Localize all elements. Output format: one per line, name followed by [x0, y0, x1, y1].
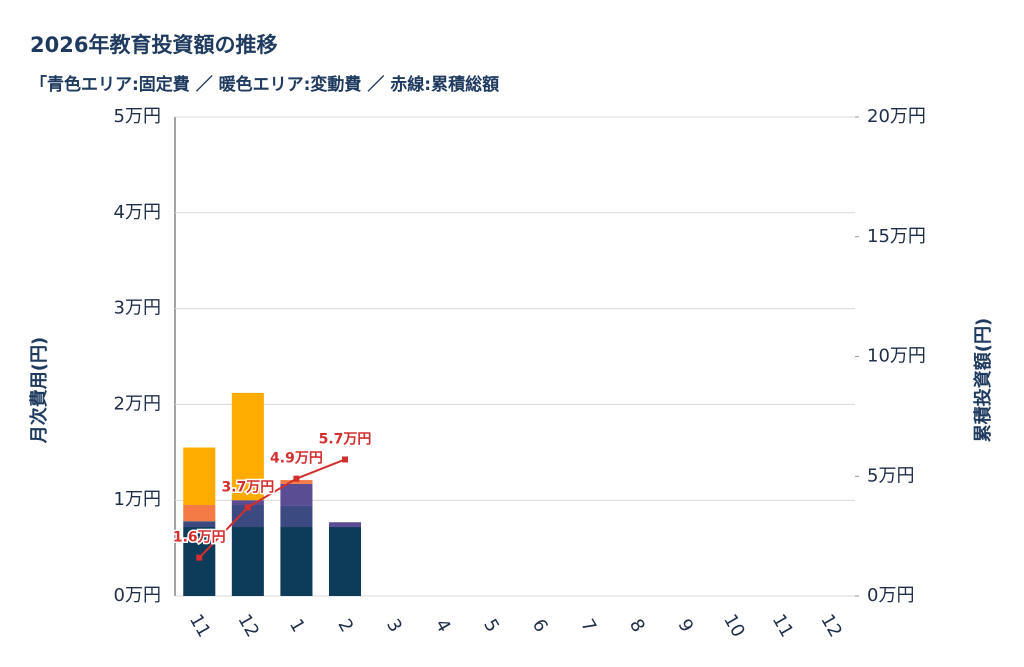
y2-tick-label: 15万円	[867, 226, 926, 247]
x-tick-label: 6	[528, 616, 552, 636]
y2-tick-label: 0万円	[867, 585, 914, 606]
x-tick-label: 4	[431, 616, 455, 636]
bar-segment	[231, 500, 264, 505]
x-tick-label: 11	[768, 611, 798, 641]
y2-axis-label: 累積投資額(円)	[972, 318, 994, 442]
bar-segment	[183, 447, 216, 505]
bar-segment	[280, 505, 313, 528]
y2-tick-label: 10万円	[867, 346, 926, 367]
line-point	[244, 504, 251, 511]
line-point	[293, 475, 300, 482]
bar-segment	[183, 521, 216, 528]
y2-tick-label: 5万円	[867, 465, 914, 486]
data-label: 3.7万円	[221, 479, 274, 495]
bar-segment	[231, 504, 264, 528]
x-tick-label: 5	[479, 616, 503, 636]
bar-segment	[183, 527, 216, 596]
x-tick-label: 9	[673, 616, 697, 636]
line-point	[196, 554, 203, 561]
y-tick-label: 0万円	[114, 585, 161, 606]
data-label: 1.6万円	[173, 530, 226, 546]
bar-segment	[183, 504, 216, 522]
chart-subtitle: 「青色エリア:固定費 ／ 暖色エリア:変動費 ／ 赤線:累積総額	[30, 74, 499, 95]
y-axis-label: 月次費用(円)	[28, 337, 50, 444]
y-tick-label: 3万円	[114, 298, 161, 319]
x-tick-label: 1	[285, 616, 309, 636]
y2-tick-label: 20万円	[867, 106, 926, 127]
bar-segment	[231, 392, 264, 501]
bar-segment	[328, 527, 362, 596]
x-tick-label: 3	[382, 616, 406, 636]
x-tick-label: 8	[625, 616, 649, 636]
bar-segment	[231, 527, 264, 596]
bar-segment	[328, 522, 362, 528]
line-point	[342, 456, 348, 463]
y-tick-label: 4万円	[114, 202, 161, 223]
x-tick-label: 12	[816, 611, 846, 641]
bar-segment	[280, 527, 313, 596]
y-tick-label: 1万円	[114, 489, 161, 510]
x-tick-label: 12	[233, 611, 263, 641]
x-tick-label: 10	[719, 611, 749, 641]
data-label: 4.9万円	[270, 451, 323, 467]
bar-segment	[280, 483, 313, 506]
x-tick-label: 2	[333, 616, 357, 636]
cumulative-line	[198, 458, 346, 559]
y-tick-label: 5万円	[114, 106, 161, 127]
x-tick-label: 11	[185, 611, 215, 641]
y-tick-label: 2万円	[114, 393, 161, 414]
bar-segment	[280, 480, 313, 484]
chart-title: 2026年教育投資額の推移	[30, 33, 277, 57]
data-label: 5.7万円	[319, 431, 372, 447]
x-tick-label: 7	[576, 616, 600, 636]
